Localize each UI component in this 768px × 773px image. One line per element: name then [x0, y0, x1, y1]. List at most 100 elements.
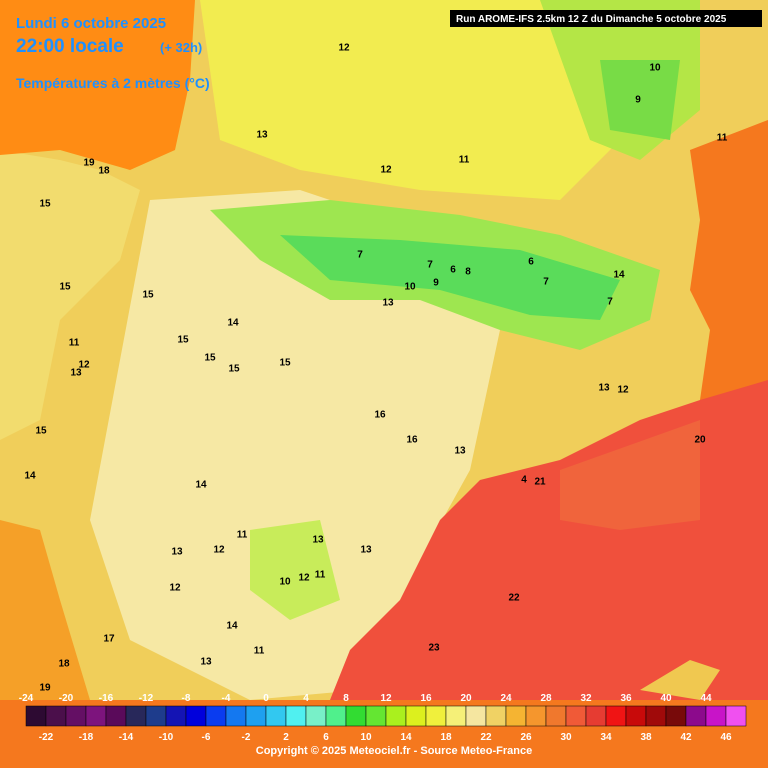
- contour-label: 13: [454, 446, 466, 457]
- contour-label: 11: [459, 155, 470, 166]
- scale-swatch: [705, 705, 727, 727]
- contour-label: 13: [171, 547, 183, 558]
- contour-label: 9: [635, 95, 641, 106]
- scale-swatch: [465, 705, 487, 727]
- contour-label: 15: [279, 358, 291, 369]
- contour-label: 15: [204, 353, 216, 364]
- contour-label: 14: [195, 480, 207, 491]
- contour-label: 9: [433, 278, 439, 289]
- time: 22:00 locale: [16, 36, 124, 57]
- scale-label: 8: [343, 693, 349, 704]
- scale-label: 24: [500, 693, 512, 704]
- scale-label: -18: [79, 732, 94, 743]
- scale-swatch: [565, 705, 587, 727]
- scale-label: 26: [520, 732, 532, 743]
- contour-label: 6: [528, 257, 534, 268]
- scale-swatch: [405, 705, 427, 727]
- contour-label: 12: [380, 165, 392, 176]
- contour-label: 12: [298, 573, 310, 584]
- scale-swatch: [185, 705, 207, 727]
- scale-label: 46: [720, 732, 732, 743]
- contour-label: 13: [598, 383, 610, 394]
- contour-label: 4: [521, 475, 527, 486]
- scale-swatch: [205, 705, 227, 727]
- scale-label: 6: [323, 732, 329, 743]
- contour-label: 20: [694, 435, 706, 446]
- scale-label: 44: [700, 693, 712, 704]
- contour-label: 13: [312, 535, 324, 546]
- scale-label: -12: [139, 693, 154, 704]
- scale-swatch: [665, 705, 687, 727]
- scale-swatch: [165, 705, 187, 727]
- contour-label: 17: [103, 634, 115, 645]
- contour-label: 10: [649, 63, 661, 74]
- scale-label: 2: [283, 732, 289, 743]
- scale-swatch: [625, 705, 647, 727]
- contour-label: 12: [213, 545, 225, 556]
- scale-label: -4: [222, 693, 231, 704]
- mountains: [280, 235, 620, 320]
- scale-label: 4: [303, 693, 309, 704]
- contour-label: 23: [428, 643, 440, 654]
- contour-label: 12: [617, 385, 629, 396]
- scale-label: -22: [39, 732, 54, 743]
- scale-swatch: [285, 705, 307, 727]
- scale-label: -16: [99, 693, 114, 704]
- scale-label: -2: [242, 732, 251, 743]
- scale-label: -8: [182, 693, 191, 704]
- scale-label: 36: [620, 693, 632, 704]
- scale-label: 34: [600, 732, 612, 743]
- contour-label: 10: [404, 282, 416, 293]
- scale-swatch: [265, 705, 287, 727]
- scale-label: -20: [59, 693, 74, 704]
- land: [90, 190, 500, 700]
- scale-swatch: [385, 705, 407, 727]
- scale-swatch: [65, 705, 87, 727]
- scale-swatch: [145, 705, 167, 727]
- contour-label: 11: [315, 570, 326, 581]
- scale-label: 28: [540, 693, 552, 704]
- contour-label: 13: [70, 368, 82, 379]
- scale-swatch: [685, 705, 707, 727]
- scale-swatch: [45, 705, 67, 727]
- scale-label: 30: [560, 732, 572, 743]
- scale-label: 32: [580, 693, 592, 704]
- scale-swatch: [225, 705, 247, 727]
- scale-swatch: [125, 705, 147, 727]
- contour-label: 15: [228, 364, 240, 375]
- scale-swatch: [645, 705, 667, 727]
- contour-label: 13: [360, 545, 372, 556]
- contour-label: 10: [279, 577, 291, 588]
- date: Lundi 6 octobre 2025: [16, 15, 166, 32]
- copyright: Copyright © 2025 Meteociel.fr - Source M…: [256, 745, 532, 757]
- scale-swatch: [345, 705, 367, 727]
- scale-label: 20: [460, 693, 472, 704]
- scale-label: -24: [19, 693, 34, 704]
- sea: [0, 0, 195, 170]
- contour-label: 14: [24, 471, 36, 482]
- contour-label: 22: [508, 593, 520, 604]
- contour-label: 14: [227, 318, 239, 329]
- field: Températures à 2 mètres (°C): [16, 75, 210, 91]
- contour-label: 7: [607, 297, 613, 308]
- contour-label: 11: [69, 338, 80, 349]
- contour-label: 6: [450, 265, 456, 276]
- contour-label: 15: [142, 290, 154, 301]
- contour-label: 15: [39, 199, 51, 210]
- scale-swatch: [505, 705, 527, 727]
- contour-label: 19: [83, 158, 95, 169]
- scale-label: 12: [380, 693, 392, 704]
- scale-swatch: [245, 705, 267, 727]
- land: [0, 520, 90, 700]
- hills: [250, 520, 340, 620]
- contour-label: 19: [39, 683, 51, 694]
- land: [0, 150, 140, 440]
- land: [200, 0, 640, 200]
- scale-label: 42: [680, 732, 692, 743]
- scale-label: 22: [480, 732, 492, 743]
- scale-swatch: [545, 705, 567, 727]
- land: [600, 60, 680, 140]
- run-info: Run AROME-IFS 2.5km 12 Z du Dimanche 5 o…: [456, 14, 727, 25]
- scale-label: 0: [263, 693, 269, 704]
- contour-label: 11: [254, 646, 265, 657]
